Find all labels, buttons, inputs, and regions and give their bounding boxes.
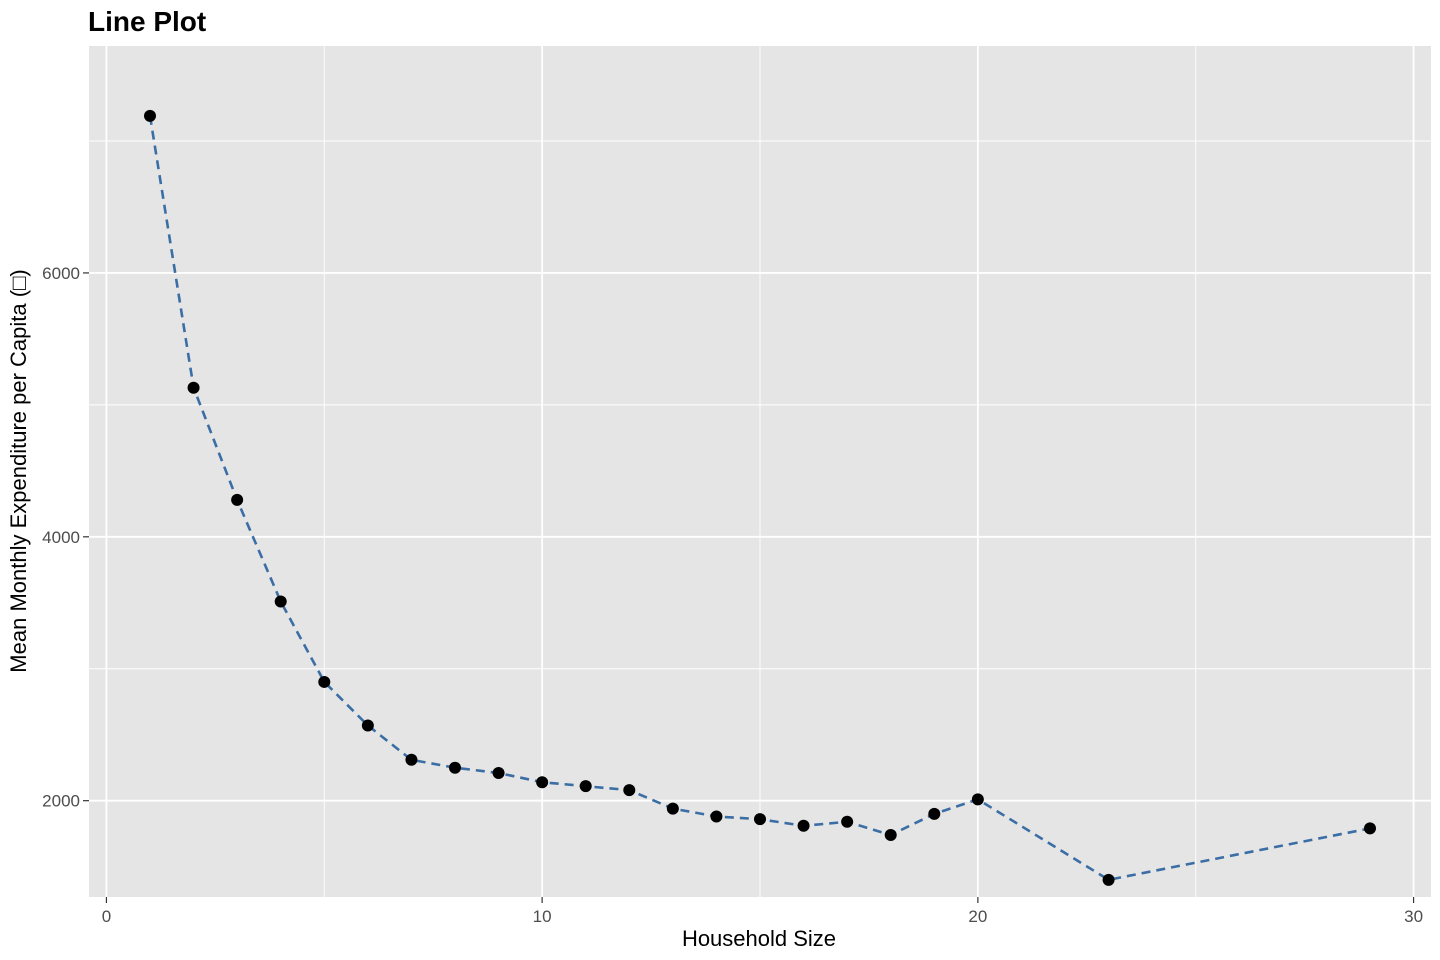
x-tick-label: 20: [968, 907, 987, 926]
minor-gridlines: [89, 46, 1431, 897]
data-point: [666, 802, 679, 815]
data-point: [797, 819, 810, 832]
x-tick-label: 10: [533, 907, 552, 926]
x-axis-label: Household Size: [682, 926, 836, 951]
data-point: [492, 766, 505, 779]
data-point: [841, 815, 854, 828]
data-point: [274, 595, 287, 608]
data-point: [928, 807, 941, 820]
data-point: [754, 813, 766, 826]
data-point: [187, 381, 200, 394]
data-point: [361, 719, 374, 732]
data-point: [144, 109, 156, 122]
data-point: [1364, 822, 1376, 835]
data-point: [318, 675, 331, 688]
x-tick-label: 30: [1404, 907, 1423, 926]
data-point: [579, 780, 592, 793]
data-point: [231, 493, 244, 506]
data-point: [971, 793, 984, 806]
axes: 0 10 20 30 2000 4000 6000: [42, 264, 1423, 926]
x-tick-label: 0: [102, 907, 111, 926]
data-point: [710, 810, 723, 823]
data-point: [623, 784, 636, 797]
series: [144, 109, 1376, 886]
data-point: [449, 761, 461, 774]
y-axis-label: Mean Monthly Expenditure per Capita (□): [6, 269, 31, 672]
data-point: [884, 828, 897, 841]
data-point: [405, 753, 418, 766]
chart-title: Line Plot: [88, 6, 206, 37]
data-point: [536, 776, 549, 789]
y-tick-label: 4000: [42, 528, 80, 547]
y-tick-label: 6000: [42, 264, 80, 283]
data-point: [1102, 873, 1115, 886]
y-tick-label: 2000: [42, 792, 80, 811]
major-gridlines: [89, 46, 1431, 897]
